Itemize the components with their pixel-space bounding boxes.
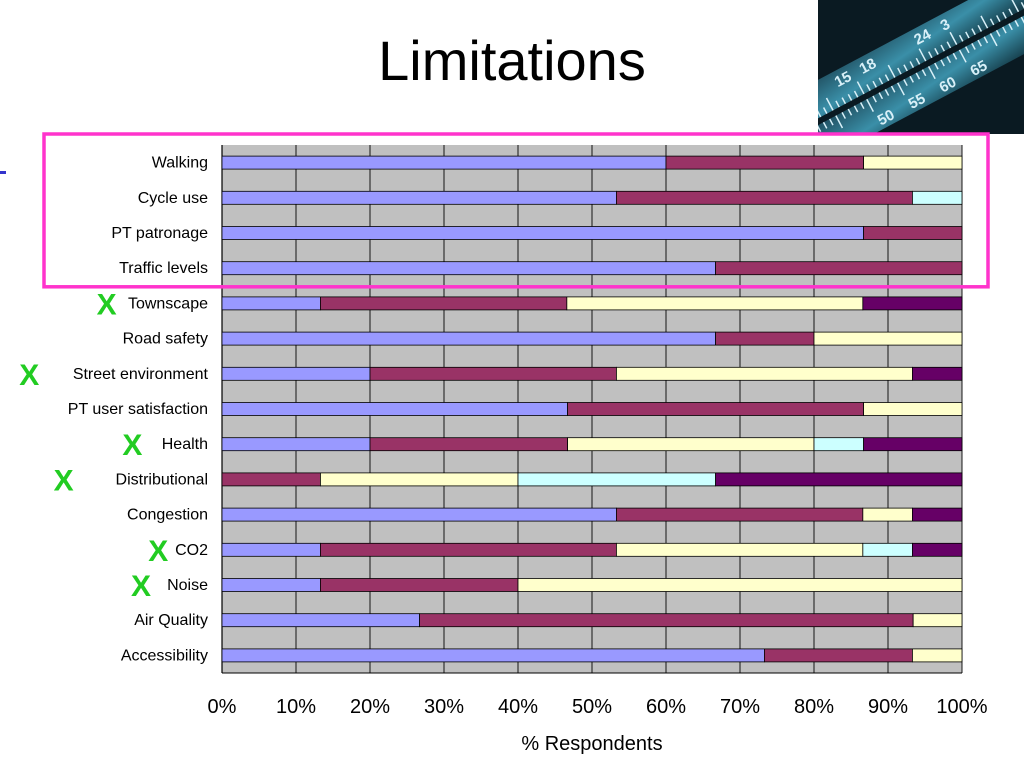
bar-segment bbox=[320, 472, 519, 487]
y-category-label: PT patronage bbox=[111, 225, 208, 242]
bar-segment bbox=[369, 366, 617, 381]
bar-segment bbox=[221, 402, 568, 416]
bar-segment bbox=[616, 542, 864, 557]
x-tick-label: 20% bbox=[350, 696, 390, 718]
bar-segment bbox=[320, 296, 568, 311]
y-category-label: Street environment bbox=[73, 366, 209, 383]
bar-segment bbox=[221, 261, 716, 276]
bar-segment bbox=[320, 578, 519, 592]
bar-segment bbox=[715, 331, 815, 346]
x-marker: X bbox=[122, 429, 142, 462]
bar-segment bbox=[221, 331, 716, 346]
bar-segment bbox=[221, 190, 617, 205]
photo-number: 65 bbox=[967, 57, 990, 80]
x-tick-label: 0% bbox=[208, 696, 237, 718]
bar-segment bbox=[862, 296, 963, 311]
bar-segment bbox=[715, 472, 963, 487]
bar-segment bbox=[567, 402, 864, 416]
highlight-box bbox=[42, 132, 990, 289]
x-tick-label: 80% bbox=[794, 696, 834, 718]
x-tick-label: 90% bbox=[868, 696, 908, 718]
bar-segment bbox=[221, 366, 371, 381]
photo-number: 55 bbox=[906, 90, 929, 113]
bar-segment bbox=[665, 155, 864, 170]
bar-segment bbox=[221, 648, 765, 663]
x-tick-label: 100% bbox=[936, 696, 987, 718]
y-category-label: Congestion bbox=[127, 507, 208, 524]
x-tick-label: 50% bbox=[572, 696, 612, 718]
bar-segment bbox=[566, 296, 864, 311]
bar-segment bbox=[221, 296, 321, 311]
bar-segment bbox=[221, 613, 420, 628]
y-category-label: Townscape bbox=[128, 295, 208, 312]
bar-segment bbox=[764, 648, 913, 663]
bar-segment bbox=[567, 437, 815, 452]
y-category-label: PT user satisfaction bbox=[68, 401, 208, 418]
bar-segment bbox=[813, 331, 963, 346]
x-marker: X bbox=[54, 464, 74, 497]
bar-segment bbox=[912, 613, 963, 628]
bar-segment bbox=[912, 507, 963, 522]
bar-segment bbox=[616, 366, 913, 381]
bar-segment bbox=[369, 437, 568, 452]
bar-segment bbox=[912, 366, 963, 381]
x-tick-label: 30% bbox=[424, 696, 464, 718]
x-marker: X bbox=[131, 570, 151, 603]
y-category-label: Traffic levels bbox=[119, 260, 208, 277]
blue-dash-mark bbox=[0, 171, 6, 174]
bar-segment bbox=[863, 226, 963, 240]
photo-number: 15 bbox=[832, 68, 855, 91]
y-category-label: Noise bbox=[167, 577, 208, 594]
y-category-label: Road safety bbox=[123, 331, 208, 348]
y-category-label: Walking bbox=[152, 155, 208, 172]
bar-segment bbox=[221, 437, 371, 452]
bar-segment bbox=[616, 190, 913, 205]
bar-segment bbox=[221, 226, 864, 240]
bar-segment bbox=[715, 261, 963, 276]
bar-segment bbox=[221, 507, 617, 522]
bar-segment bbox=[221, 542, 321, 557]
bar-segment bbox=[517, 472, 716, 487]
y-category-label: CO2 bbox=[175, 542, 208, 559]
bar-segment bbox=[221, 578, 321, 592]
y-category-label: Distributional bbox=[116, 471, 208, 488]
bar-segment bbox=[912, 648, 963, 663]
bar-segment bbox=[912, 542, 963, 557]
bar-segment bbox=[862, 542, 913, 557]
photo-number: 18 bbox=[856, 55, 879, 78]
x-marker: X bbox=[97, 288, 117, 321]
photo-number: 24 bbox=[911, 26, 934, 49]
y-category-label: Cycle use bbox=[138, 190, 208, 207]
bar-segment bbox=[912, 190, 963, 205]
x-marker: X bbox=[148, 535, 168, 568]
slide-title: Limitations bbox=[378, 29, 646, 92]
ruler-photo-icon: 15 18 24 3 50 55 60 65 bbox=[818, 0, 1024, 134]
y-category-label: Air Quality bbox=[134, 612, 208, 629]
bar-segment bbox=[419, 613, 914, 628]
bar-segment bbox=[863, 155, 963, 170]
x-axis-label: % Respondents bbox=[521, 733, 662, 755]
x-tick-label: 70% bbox=[720, 696, 760, 718]
bar-segment bbox=[616, 507, 864, 522]
bar-segment bbox=[862, 507, 913, 522]
x-marker: X bbox=[19, 359, 39, 392]
x-tick-label: 60% bbox=[646, 696, 686, 718]
y-category-label: Health bbox=[162, 436, 208, 453]
photo-number: 60 bbox=[937, 74, 960, 97]
bar-segment bbox=[221, 472, 321, 487]
bar-segment bbox=[517, 578, 963, 592]
bar-segment bbox=[863, 437, 963, 452]
x-tick-label: 10% bbox=[276, 696, 316, 718]
x-tick-label: 40% bbox=[498, 696, 538, 718]
bar-segment bbox=[221, 155, 667, 170]
y-category-label: Accessibility bbox=[121, 647, 208, 664]
photo-number: 50 bbox=[875, 106, 898, 129]
bar-segment bbox=[813, 437, 864, 452]
bar-segment bbox=[320, 542, 617, 557]
bar-segment bbox=[863, 402, 963, 416]
